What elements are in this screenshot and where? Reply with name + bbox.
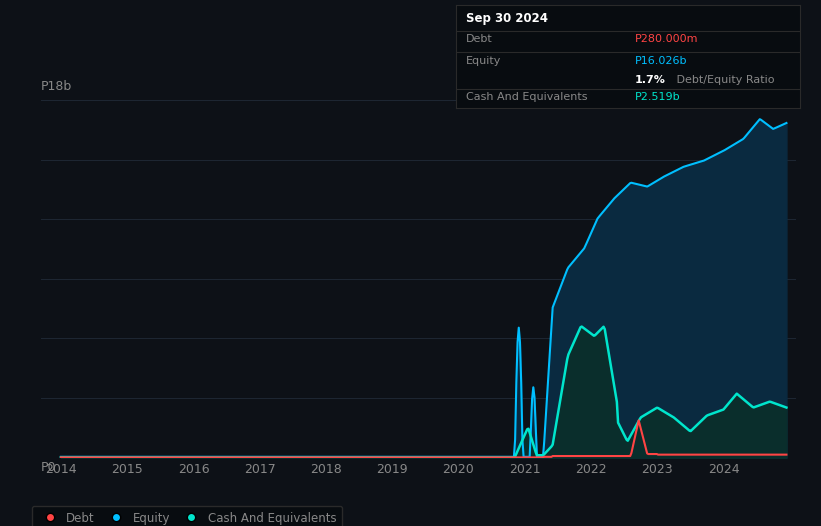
- Text: Sep 30 2024: Sep 30 2024: [466, 13, 548, 25]
- Text: Debt: Debt: [466, 34, 493, 44]
- Text: 1.7%: 1.7%: [635, 75, 666, 85]
- Text: P0: P0: [41, 461, 57, 474]
- Text: Debt/Equity Ratio: Debt/Equity Ratio: [673, 75, 774, 85]
- Text: Equity: Equity: [466, 56, 502, 66]
- Text: P2.519b: P2.519b: [635, 93, 681, 103]
- Text: P18b: P18b: [41, 80, 72, 93]
- Legend: Debt, Equity, Cash And Equivalents: Debt, Equity, Cash And Equivalents: [32, 505, 342, 526]
- Text: P280.000m: P280.000m: [635, 34, 699, 44]
- Text: Cash And Equivalents: Cash And Equivalents: [466, 93, 588, 103]
- Text: P16.026b: P16.026b: [635, 56, 687, 66]
